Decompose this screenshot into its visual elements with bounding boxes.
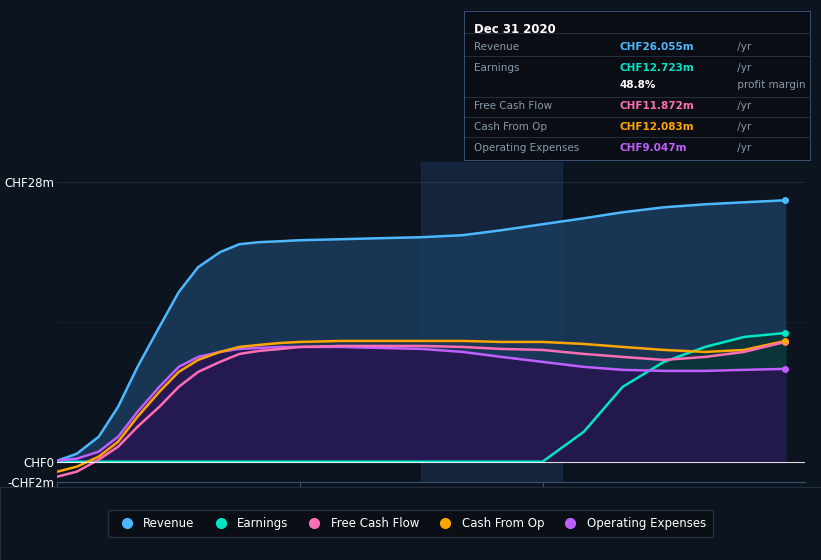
Text: Cash From Op: Cash From Op xyxy=(475,122,548,132)
Text: CHF26.055m: CHF26.055m xyxy=(620,42,695,52)
Text: CHF12.083m: CHF12.083m xyxy=(620,122,695,132)
Text: CHF11.872m: CHF11.872m xyxy=(620,101,695,111)
Text: Free Cash Flow: Free Cash Flow xyxy=(475,101,553,111)
Text: CHF9.047m: CHF9.047m xyxy=(620,143,687,153)
Text: 48.8%: 48.8% xyxy=(620,81,656,90)
Text: /yr: /yr xyxy=(734,101,751,111)
Text: /yr: /yr xyxy=(734,122,751,132)
Text: Operating Expenses: Operating Expenses xyxy=(475,143,580,153)
Text: CHF12.723m: CHF12.723m xyxy=(620,63,695,73)
Text: /yr: /yr xyxy=(734,63,751,73)
Text: profit margin: profit margin xyxy=(734,81,805,90)
Text: /yr: /yr xyxy=(734,143,751,153)
Text: /yr: /yr xyxy=(734,42,751,52)
Text: Earnings: Earnings xyxy=(475,63,520,73)
Text: Dec 31 2020: Dec 31 2020 xyxy=(475,23,556,36)
Bar xyxy=(421,162,562,482)
Legend: Revenue, Earnings, Free Cash Flow, Cash From Op, Operating Expenses: Revenue, Earnings, Free Cash Flow, Cash … xyxy=(108,510,713,537)
Text: Revenue: Revenue xyxy=(475,42,520,52)
